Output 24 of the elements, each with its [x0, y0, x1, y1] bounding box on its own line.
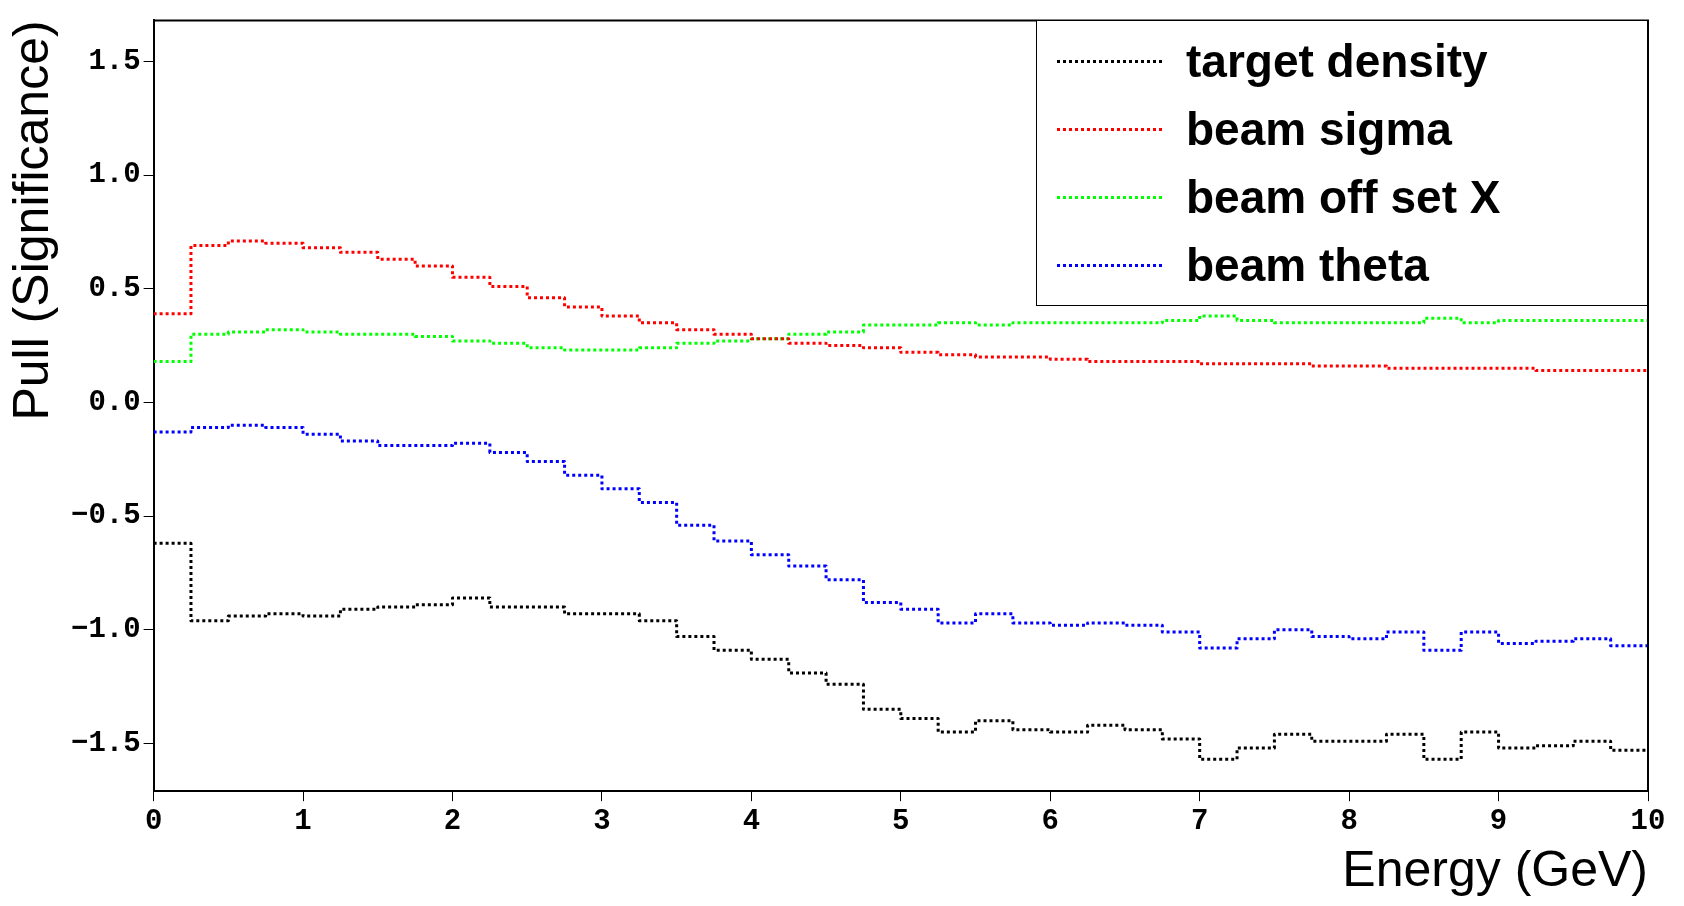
y-tick-label: −0.5 — [70, 499, 141, 533]
x-tick-label: 8 — [1340, 804, 1358, 838]
x-tick-label: 7 — [1190, 804, 1209, 838]
legend-label: beam sigma — [1186, 102, 1452, 157]
x-tick-label: 5 — [892, 804, 910, 838]
y-tick-label: 1.5 — [88, 44, 141, 78]
x-tick-label: 3 — [593, 804, 611, 838]
x-tick-label: 9 — [1489, 804, 1508, 838]
x-axis-title: Energy (GeV) — [1342, 840, 1648, 897]
x-tick-label: 10 — [1630, 804, 1666, 838]
legend-label: target density — [1186, 34, 1488, 89]
y-tick-label: 0.0 — [88, 385, 141, 419]
x-tick-label: 0 — [144, 804, 163, 838]
x-tick-label: 4 — [742, 804, 761, 838]
x-tick-label: 1 — [294, 804, 312, 838]
y-tick-label: −1.5 — [70, 726, 141, 760]
legend-label: beam off set X — [1186, 170, 1501, 225]
y-tick-label: 0.5 — [88, 272, 141, 305]
y-axis-title: Pull (Significance) — [2, 20, 59, 421]
legend-label: beam theta — [1186, 238, 1429, 293]
x-tick-label: 6 — [1041, 804, 1059, 838]
y-tick-label: 1.0 — [88, 158, 141, 192]
y-tick-label: −1.0 — [70, 613, 141, 647]
x-tick-label: 2 — [443, 804, 462, 838]
